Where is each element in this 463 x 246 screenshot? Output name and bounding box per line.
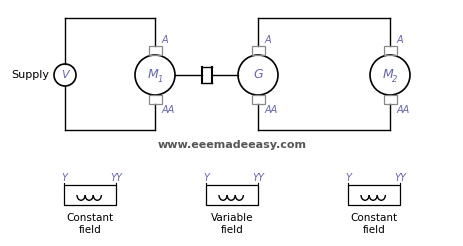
Text: A: A [397, 35, 404, 45]
Text: Supply: Supply [11, 70, 49, 80]
Text: AA: AA [162, 105, 175, 115]
Text: A: A [265, 35, 272, 45]
Text: Y: Y [203, 173, 209, 183]
Bar [149, 46, 162, 55]
Bar [251, 46, 264, 55]
Text: Variable
field: Variable field [211, 213, 253, 235]
Bar [206, 185, 258, 205]
Bar [251, 95, 264, 104]
Text: M: M [382, 67, 394, 80]
Bar [348, 185, 400, 205]
Text: Constant
field: Constant field [350, 213, 398, 235]
Text: YY: YY [394, 173, 406, 183]
Text: YY: YY [110, 173, 122, 183]
Bar [383, 95, 396, 104]
Text: Y: Y [345, 173, 351, 183]
Bar [64, 185, 116, 205]
Text: M: M [148, 67, 158, 80]
Text: 2: 2 [392, 76, 398, 84]
Text: Constant
field: Constant field [66, 213, 113, 235]
Text: G: G [253, 68, 263, 81]
Text: www.eeemadeeasy.com: www.eeemadeeasy.com [157, 140, 307, 150]
Text: Y: Y [61, 173, 67, 183]
Text: V: V [61, 70, 69, 80]
Text: A: A [162, 35, 169, 45]
Text: 1: 1 [157, 76, 163, 84]
Text: YY: YY [252, 173, 264, 183]
Bar [383, 46, 396, 55]
Text: AA: AA [397, 105, 410, 115]
Bar [149, 95, 162, 104]
Text: AA: AA [265, 105, 278, 115]
